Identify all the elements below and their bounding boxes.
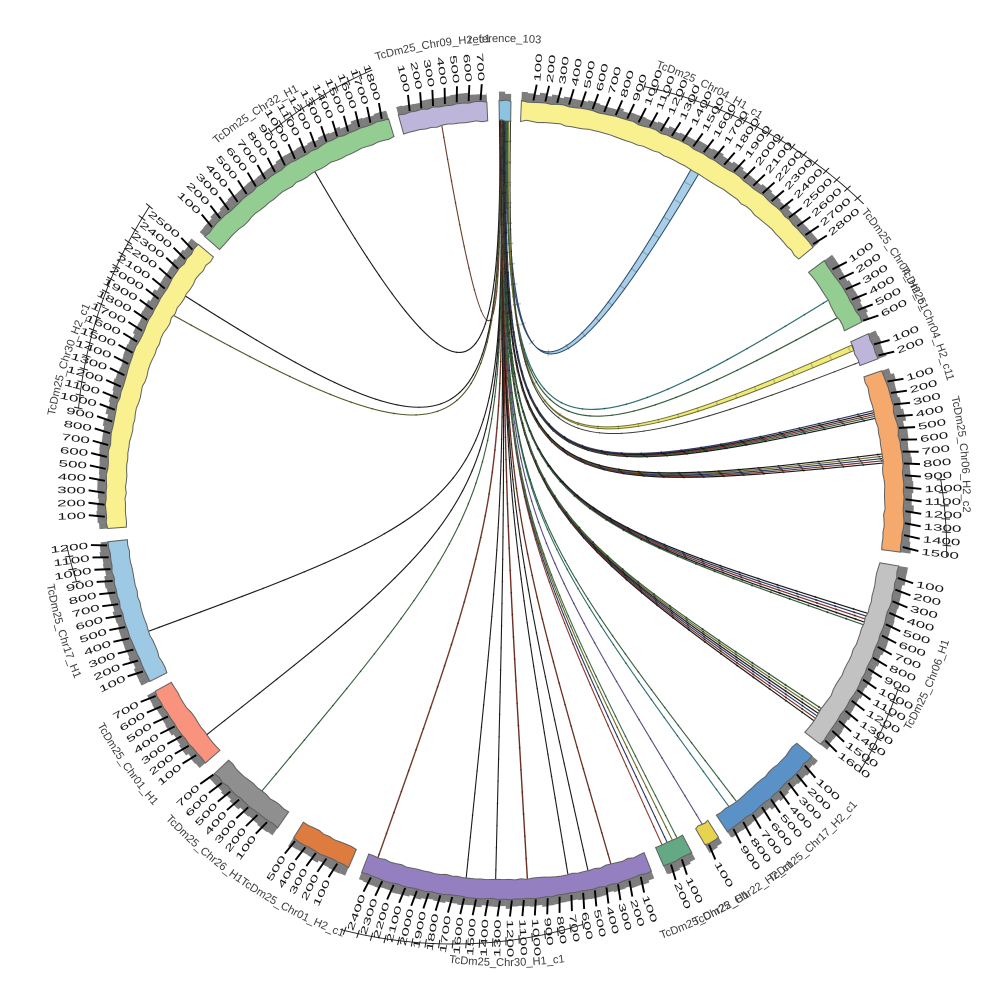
svg-text:1200: 1200: [924, 509, 963, 520]
svg-text:500: 500: [58, 458, 88, 470]
svg-text:1100: 1100: [924, 497, 961, 507]
svg-text:1000: 1000: [924, 483, 963, 494]
svg-text:1100: 1100: [517, 919, 529, 957]
svg-text:100: 100: [57, 511, 86, 522]
svg-text:100: 100: [532, 53, 544, 83]
svg-text:1200: 1200: [505, 919, 516, 957]
svg-text:1300: 1300: [923, 522, 962, 534]
svg-text:300: 300: [57, 485, 86, 496]
svg-text:1400: 1400: [479, 918, 491, 957]
svg-text:1300: 1300: [492, 919, 503, 957]
svg-text:700: 700: [475, 53, 487, 82]
svg-text:400: 400: [57, 472, 86, 483]
svg-text:900: 900: [924, 470, 953, 482]
svg-text:200: 200: [57, 498, 86, 508]
